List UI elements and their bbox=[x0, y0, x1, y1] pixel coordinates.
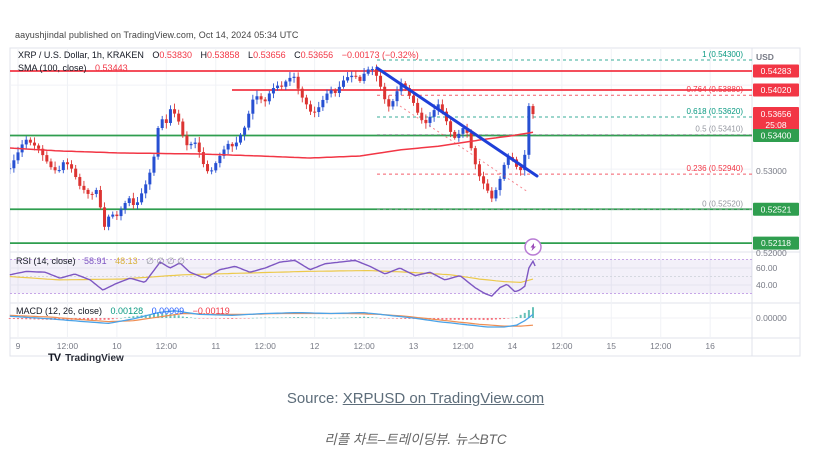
price-change: −0.00173 (−0.32%) bbox=[341, 50, 419, 60]
fib-retracement[interactable]: 1 (0.54300) 0.764 (0.53880) 0.618 (0.53620… bbox=[377, 50, 752, 210]
ohlc-close-label: C bbox=[294, 50, 301, 60]
time-axis-label: 12:00 bbox=[57, 341, 79, 351]
symbol-title: XRP / U.S. Dollar, 1h, KRAKEN bbox=[18, 50, 144, 60]
rsi-ma-line bbox=[9, 270, 534, 284]
rsi-label: RSI (14, close) bbox=[16, 256, 76, 266]
fib-label: 0.5 (0.53410) bbox=[695, 125, 743, 134]
price-label-box bbox=[753, 83, 799, 97]
image-caption: 리플 차트–트레이딩뷰. 뉴스BTC bbox=[324, 432, 507, 447]
time-axis-label: 10 bbox=[112, 341, 122, 351]
rsi-band bbox=[10, 259, 752, 294]
rsi-ma-value: 48.13 bbox=[115, 256, 138, 266]
rsi-empty-values: ∅ ∅ ∅ ∅ bbox=[146, 256, 186, 266]
price-axis-label: 60.00 bbox=[756, 263, 778, 273]
price-label-text: 0.53656 bbox=[761, 109, 792, 119]
time-axis-label: 12:00 bbox=[551, 341, 573, 351]
countdown-text: 25:08 bbox=[765, 120, 787, 130]
ohlc-open-label: O bbox=[152, 50, 160, 60]
ohlc-high-label: H bbox=[200, 50, 207, 60]
time-axis-label: 12:00 bbox=[156, 341, 178, 351]
price-axis-currency: USD bbox=[756, 52, 774, 62]
fib-label: 0 (0.52520) bbox=[702, 199, 743, 208]
price-label-box bbox=[753, 107, 799, 131]
grid-lines bbox=[10, 48, 752, 338]
tradingview-logo: TV TradingView bbox=[48, 352, 124, 364]
price-label-text: 0.52118 bbox=[761, 238, 791, 248]
time-axis-label: 12 bbox=[310, 341, 320, 351]
macd-line bbox=[9, 310, 534, 328]
fib-label: 0.618 (0.53620) bbox=[687, 107, 744, 116]
price-label-text: 0.54020 bbox=[761, 85, 792, 95]
dotted-trendline bbox=[399, 105, 529, 193]
price-label-text: 0.52521 bbox=[761, 204, 792, 214]
rsi-status-row: RSI (14, close) 58.91 48.13 ∅ ∅ ∅ ∅ bbox=[16, 256, 185, 267]
macd-signal-value: −0.00119 bbox=[192, 306, 230, 316]
macd-value: 0.00009 bbox=[151, 306, 185, 316]
macd-status-row: MACD (12, 26, close) 0.00128 0.00009 −0.… bbox=[16, 306, 230, 316]
trendline[interactable] bbox=[375, 66, 539, 178]
tradingview-logo-text: TradingView bbox=[65, 352, 124, 364]
rsi-line bbox=[9, 259, 536, 297]
source-line: Source: XRPUSD on TradingView.com bbox=[0, 390, 831, 407]
time-axis-label: 16 bbox=[705, 341, 715, 351]
time-axis-label: 9 bbox=[16, 341, 21, 351]
ohlc-open: 0.53830 bbox=[159, 50, 192, 60]
macd-label: MACD (12, 26, close) bbox=[16, 306, 103, 316]
ohlc-low: 0.53656 bbox=[253, 50, 286, 60]
fib-label: 0.764 (0.53880) bbox=[687, 85, 744, 94]
price-label-box bbox=[753, 202, 799, 216]
time-axis-label: 12:00 bbox=[650, 341, 672, 351]
sma-value: 0.53443 bbox=[95, 63, 128, 73]
source-link[interactable]: XRPUSD on TradingView.com bbox=[342, 390, 545, 407]
fib-label: 1 (0.54300) bbox=[702, 50, 743, 59]
symbol-status-row: XRP / U.S. Dollar, 1h, KRAKEN O0.53830 H… bbox=[18, 50, 419, 60]
rsi-value: 58.91 bbox=[84, 256, 107, 266]
ohlc-close: 0.53656 bbox=[300, 50, 334, 60]
price-axis[interactable]: USD 0.53000 0.52000 60.00 40.00 0.00000 0.5428… bbox=[753, 52, 799, 323]
sma-label: SMA (100, close) bbox=[18, 63, 87, 73]
source-prefix: Source: bbox=[286, 390, 343, 407]
price-axis-label: 0.00000 bbox=[756, 313, 787, 323]
time-axis[interactable]: 9 12:00 10 12:00 11 12:00 12 12:00 13 12:00 14 12:0… bbox=[16, 341, 716, 351]
price-label-box bbox=[753, 64, 799, 78]
fib-label: 0.236 (0.52940) bbox=[687, 164, 744, 173]
price-label-text: 0.54283 bbox=[761, 66, 792, 76]
tradingview-logo-icon: TV bbox=[48, 352, 61, 364]
time-axis-label: 15 bbox=[607, 341, 617, 351]
chart-frame bbox=[9, 47, 801, 357]
macd-indicator bbox=[8, 307, 534, 328]
price-label-box bbox=[753, 236, 799, 250]
sma-status-row: SMA (100, close) 0.53443 bbox=[18, 63, 128, 73]
sma-line bbox=[10, 131, 534, 159]
price-label-text: 0.53400 bbox=[761, 131, 792, 141]
price-axis-label: 0.53000 bbox=[756, 166, 787, 176]
publish-line: aayushjindal published on TradingView.co… bbox=[15, 30, 299, 40]
macd-hist-value: 0.00128 bbox=[110, 306, 144, 316]
time-axis-label: 14 bbox=[508, 341, 518, 351]
price-axis-label: 40.00 bbox=[756, 280, 778, 290]
alert-marker-icon[interactable] bbox=[524, 238, 542, 256]
time-axis-label: 12:00 bbox=[255, 341, 277, 351]
price-label-box bbox=[753, 129, 799, 142]
time-axis-label: 13 bbox=[409, 341, 419, 351]
ohlc-high: 0.53858 bbox=[206, 50, 240, 60]
time-axis-label: 12:00 bbox=[353, 341, 375, 351]
time-axis-label: 11 bbox=[211, 341, 220, 351]
ohlc-low-label: L bbox=[248, 50, 254, 60]
price-axis-label: 0.52000 bbox=[756, 248, 787, 258]
time-axis-label: 12:00 bbox=[452, 341, 474, 351]
